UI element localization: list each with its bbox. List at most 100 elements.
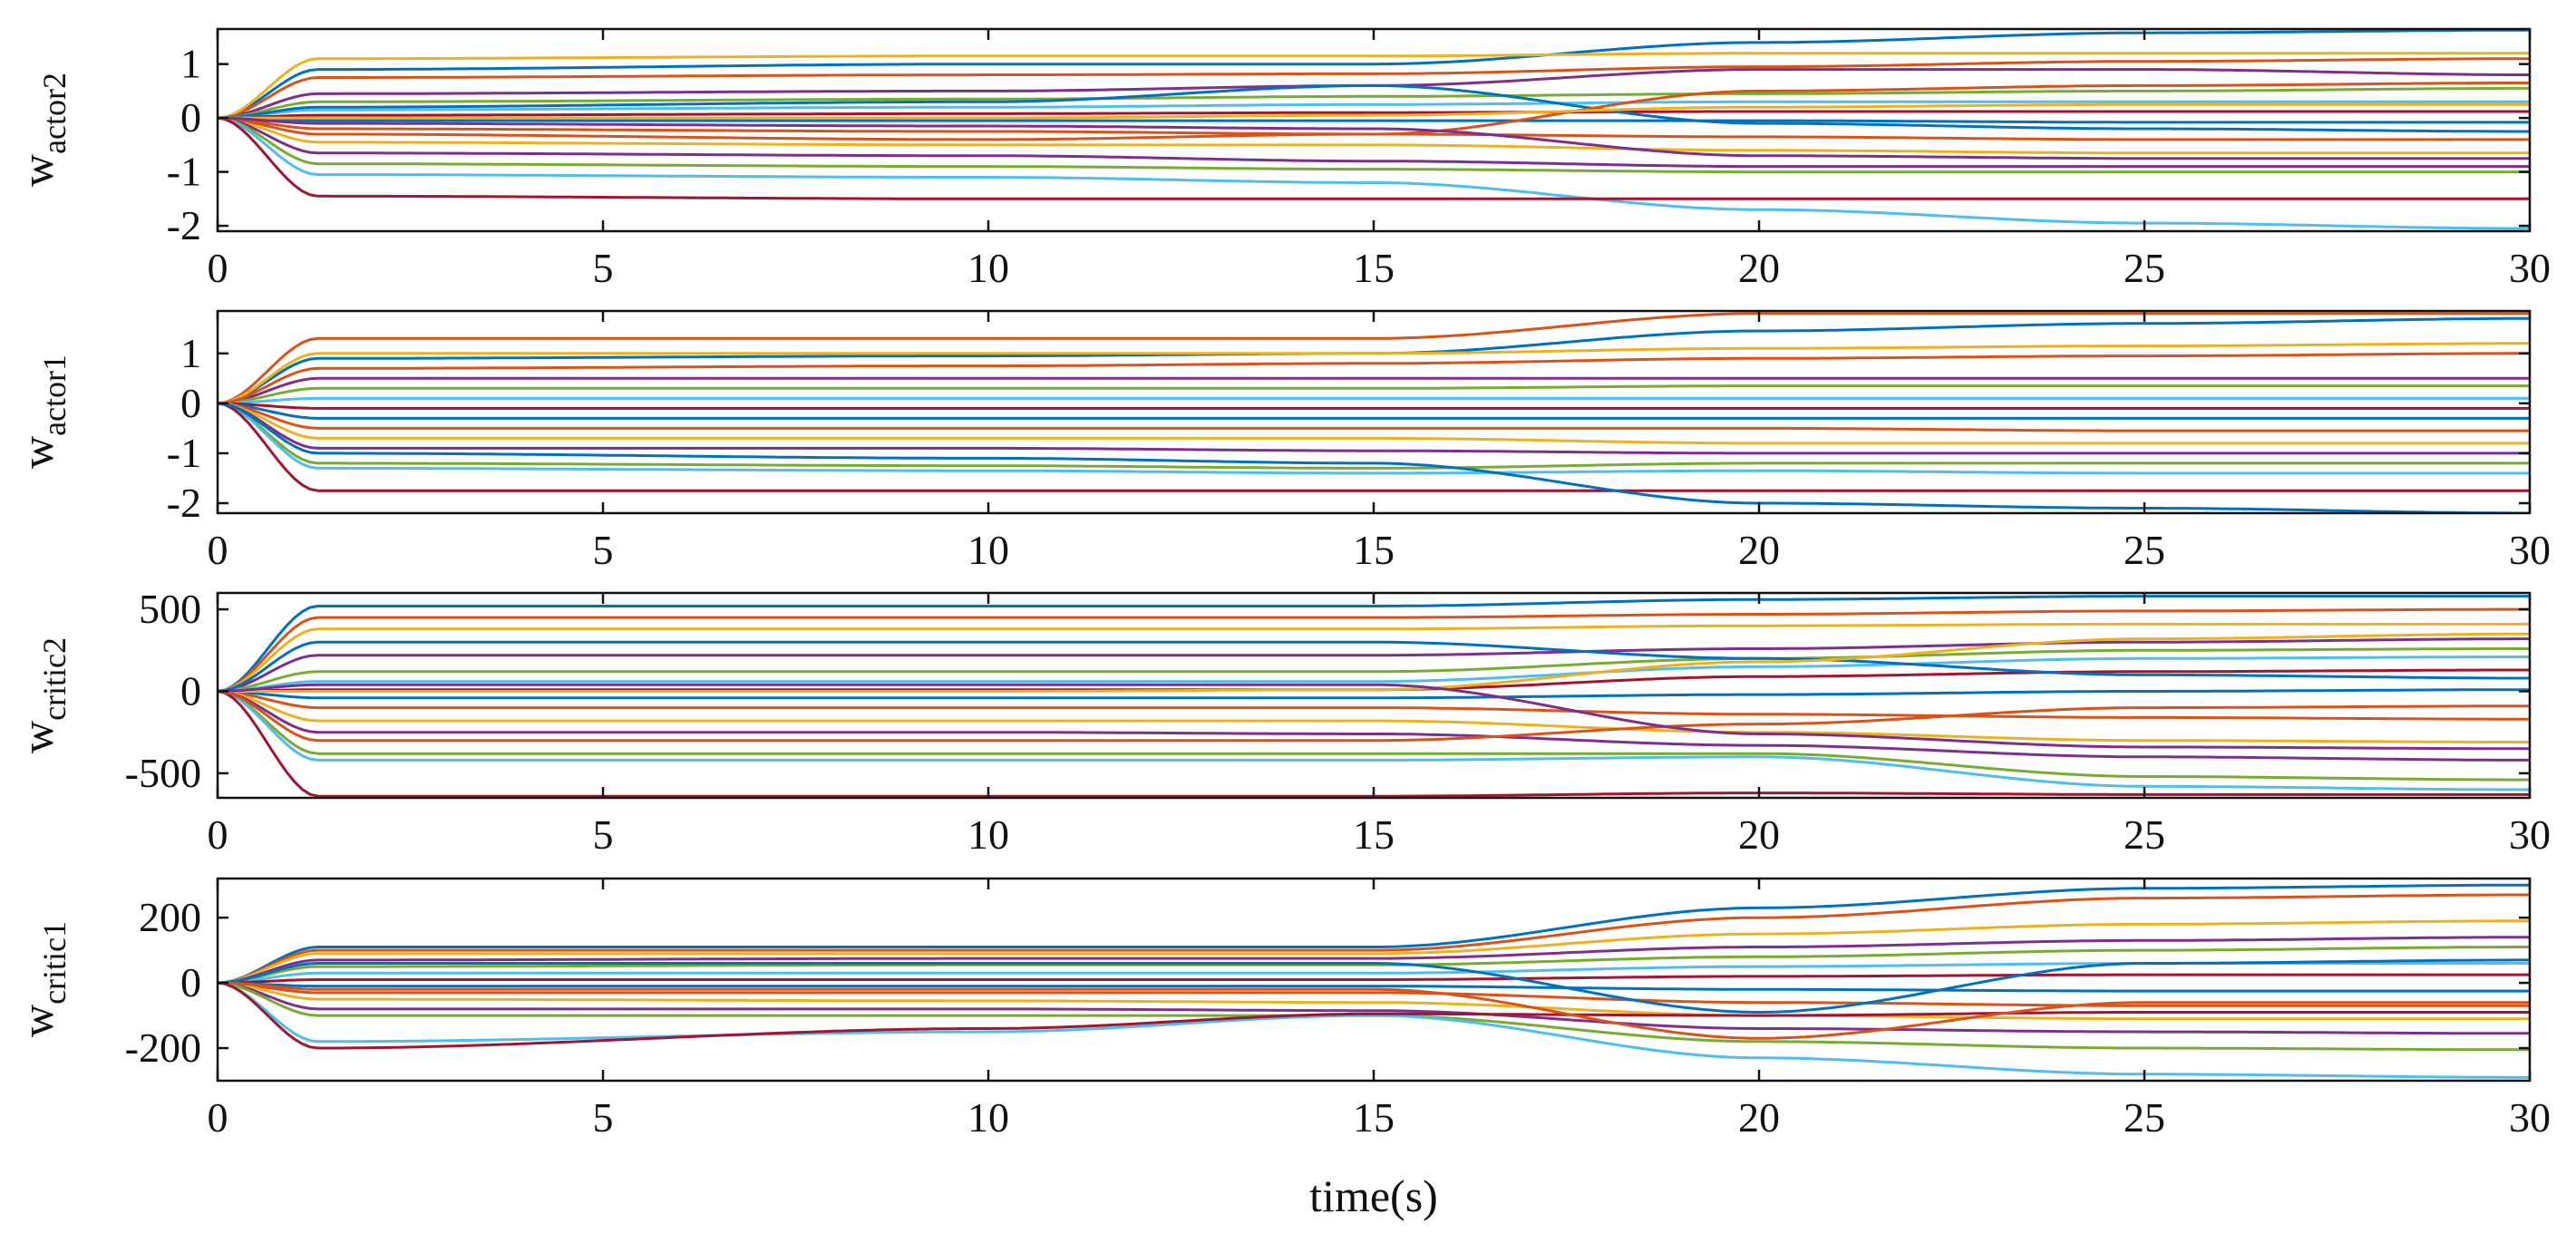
series-line-actor1-w8 (218, 402, 2530, 420)
x-tick-label-critic1: 5 (593, 1094, 614, 1141)
x-tick-label-critic1: 15 (1353, 1094, 1395, 1141)
y-label-actor2-main: w (12, 154, 63, 187)
y-tick-label-actor1: 1 (180, 330, 201, 376)
series-group-actor2 (218, 29, 2530, 230)
series-line-critic1-w10 (218, 981, 2530, 1021)
x-tick-label-critic1: 10 (967, 1094, 1009, 1141)
x-tick-label-actor2: 15 (1353, 245, 1395, 291)
y-tick-label-critic2: 0 (180, 667, 201, 714)
series-line-actor2-w5 (218, 86, 2530, 120)
x-tick-label-actor1: 25 (2124, 527, 2165, 573)
series-line-critic2-w12 (218, 690, 2530, 782)
x-tick-label-actor1: 20 (1738, 527, 1780, 573)
x-tick-label-actor2: 30 (2509, 245, 2551, 291)
x-tick-label-critic2: 25 (2124, 811, 2165, 858)
x-tick-label-actor1: 15 (1353, 527, 1395, 573)
x-tick-label-actor1: 0 (208, 527, 228, 573)
series-line-actor1-w9 (218, 402, 2530, 432)
x-tick-label-critic1: 30 (2509, 1094, 2551, 1141)
y-tick-label-critic1: 200 (139, 894, 201, 940)
series-line-critic1-w13 (218, 981, 2530, 1079)
series-line-actor2-w2 (218, 57, 2530, 120)
series-line-critic1-w1 (218, 883, 2530, 985)
x-tick-label-actor1: 30 (2509, 527, 2551, 573)
series-line-actor2-w12 (218, 116, 2530, 174)
series-line-actor1-w14 (218, 402, 2530, 492)
series-line-critic1-w16 (218, 981, 2530, 1040)
series-group-critic1 (218, 883, 2530, 1079)
y-label-critic2-main: w (12, 721, 63, 753)
series-group-actor1 (218, 312, 2530, 513)
y-label-actor1-main: w (12, 436, 63, 469)
x-tick-label-actor2: 20 (1738, 245, 1780, 291)
series-line-critic1-w3 (218, 919, 2530, 985)
x-tick-label-critic2: 0 (208, 811, 228, 858)
series-line-critic2-w3 (218, 622, 2530, 693)
series-line-critic1-w8 (218, 981, 2530, 993)
series-line-actor2-w11 (218, 116, 2530, 169)
series-line-actor1-w6 (218, 396, 2530, 405)
y-label-actor1: wactor1 (12, 354, 73, 469)
y-label-actor1-sub: actor1 (36, 354, 73, 436)
x-tick-label-actor2: 25 (2124, 245, 2165, 291)
series-line-critic2-w16 (218, 690, 2530, 743)
series-line-critic2-w11 (218, 690, 2530, 762)
series-line-critic1-w15 (218, 958, 2530, 1014)
series-line-critic1-w7 (218, 973, 2530, 985)
series-line-actor1-w10 (218, 402, 2530, 445)
x-tick-label-actor2: 10 (967, 245, 1009, 291)
series-line-actor1-w3 (218, 342, 2530, 405)
series-line-actor1-w15 (218, 402, 2530, 513)
x-tick-label-actor2: 5 (593, 245, 614, 291)
series-line-critic1-w2 (218, 893, 2530, 985)
series-line-critic1-w4 (218, 936, 2530, 985)
x-axis-title: time(s) (1309, 1170, 1438, 1221)
x-tick-label-critic2: 10 (967, 811, 1009, 858)
y-tick-label-critic2: -500 (125, 750, 201, 796)
series-line-critic2-w8 (218, 688, 2530, 700)
series-line-critic2-w4 (218, 637, 2530, 693)
series-line-critic2-w15 (218, 640, 2530, 693)
series-line-critic2-w18 (218, 683, 2530, 751)
y-label-critic2-sub: critic2 (36, 637, 73, 721)
y-label-critic2: wcritic2 (12, 637, 73, 753)
series-line-critic2-w5 (218, 647, 2530, 693)
x-tick-label-critic1: 0 (208, 1094, 228, 1141)
series-line-actor2-w6 (218, 100, 2530, 120)
x-tick-label-actor2: 0 (208, 245, 228, 291)
y-tick-label-critic1: 0 (180, 959, 201, 1005)
y-tick-label-actor2: 1 (180, 41, 201, 87)
series-line-actor2-w7 (218, 110, 2530, 120)
y-label-critic1: wcritic1 (12, 921, 73, 1037)
series-line-actor2-w10 (218, 116, 2530, 155)
x-tick-label-critic2: 5 (593, 811, 614, 858)
series-line-critic2-w17 (218, 632, 2530, 693)
series-line-actor2-w17 (218, 102, 2530, 120)
series-group-critic2 (218, 595, 2530, 798)
series-line-actor1-w12 (218, 402, 2530, 470)
series-line-critic2-w9 (218, 690, 2530, 721)
y-label-actor2-sub: actor2 (36, 73, 73, 154)
series-line-critic1-w5 (218, 946, 2530, 985)
y-label-critic1-sub: critic1 (36, 921, 73, 1005)
y-tick-label-actor2: -1 (167, 149, 201, 195)
x-tick-label-critic2: 20 (1738, 811, 1780, 858)
x-tick-label-actor1: 5 (593, 527, 614, 573)
y-tick-label-actor2: 0 (180, 94, 201, 141)
y-tick-label-actor1: 0 (180, 380, 201, 426)
series-line-critic2-w13 (218, 690, 2530, 791)
series-line-critic1-w11 (218, 981, 2530, 1035)
series-line-critic2-w6 (218, 655, 2530, 693)
y-tick-label-actor2: -2 (167, 202, 201, 248)
series-line-critic2-w10 (218, 690, 2530, 743)
y-label-critic1-main: w (12, 1005, 63, 1037)
series-line-actor2-w8 (218, 116, 2530, 124)
x-tick-label-critic2: 15 (1353, 811, 1395, 858)
y-tick-label-critic1: -200 (125, 1025, 201, 1071)
series-line-actor1-w4 (218, 376, 2530, 405)
